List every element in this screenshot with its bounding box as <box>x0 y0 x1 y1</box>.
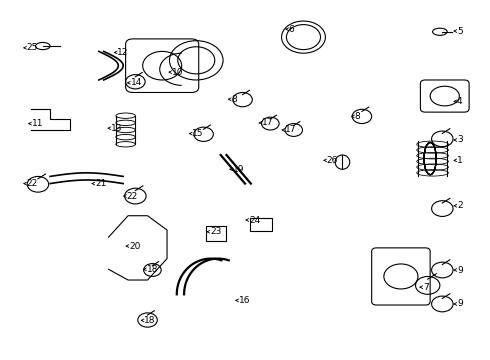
Text: 9: 9 <box>457 300 463 309</box>
Text: 11: 11 <box>31 119 43 128</box>
Text: 18: 18 <box>147 265 158 274</box>
Text: 7: 7 <box>423 283 429 292</box>
Text: 4: 4 <box>457 97 463 106</box>
Text: 5: 5 <box>457 27 463 36</box>
Text: 10: 10 <box>172 68 183 77</box>
Text: 21: 21 <box>95 179 106 188</box>
Text: 1: 1 <box>457 156 463 165</box>
Text: 22: 22 <box>126 192 138 201</box>
Text: 16: 16 <box>239 296 250 305</box>
Text: 2: 2 <box>457 201 463 210</box>
Text: 24: 24 <box>249 216 260 225</box>
Text: 8: 8 <box>355 112 360 121</box>
Text: 9: 9 <box>457 266 463 275</box>
Text: 8: 8 <box>231 95 237 104</box>
Text: 3: 3 <box>457 135 463 144</box>
Text: 17: 17 <box>285 126 296 135</box>
Text: 15: 15 <box>193 129 204 138</box>
Text: 12: 12 <box>117 48 129 57</box>
Bar <box>250 218 272 231</box>
Text: 6: 6 <box>289 25 294 34</box>
Text: 20: 20 <box>129 242 141 251</box>
Text: 17: 17 <box>262 118 273 127</box>
Text: 25: 25 <box>27 43 38 52</box>
Text: 13: 13 <box>111 124 122 133</box>
Text: 23: 23 <box>210 227 221 236</box>
Bar <box>206 226 225 241</box>
Text: 14: 14 <box>130 78 142 87</box>
Text: 26: 26 <box>327 156 338 165</box>
Text: 19: 19 <box>233 165 245 174</box>
Text: 18: 18 <box>144 316 156 325</box>
Text: 22: 22 <box>27 179 38 188</box>
